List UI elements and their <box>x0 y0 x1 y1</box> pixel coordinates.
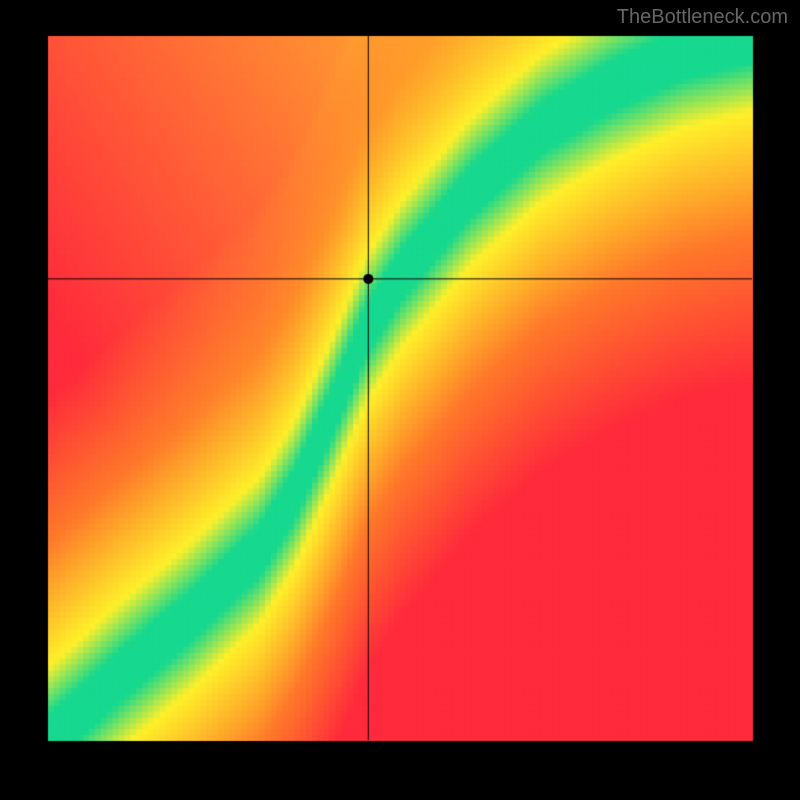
bottleneck-heatmap <box>0 0 800 800</box>
attribution-label: TheBottleneck.com <box>617 6 788 29</box>
